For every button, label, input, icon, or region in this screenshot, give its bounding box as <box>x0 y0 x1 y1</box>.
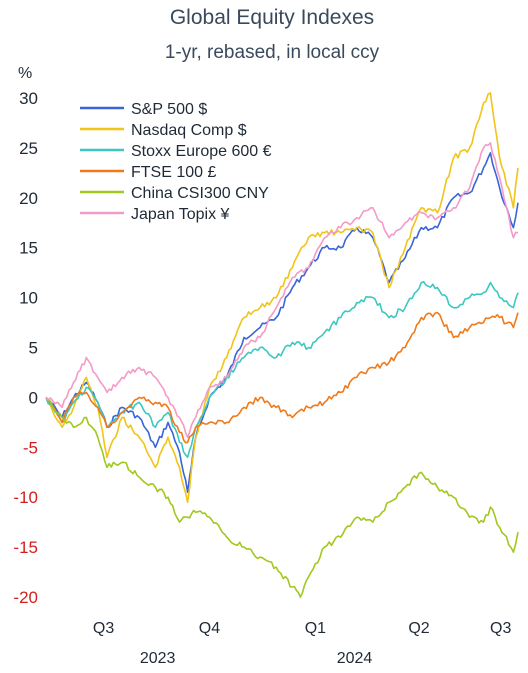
x-tick-label: Q1 <box>305 620 326 637</box>
y-tick-label: 5 <box>29 339 38 358</box>
legend: S&P 500 $ Nasdaq Comp $ Stoxx Europe 600 €… <box>80 101 272 223</box>
x-year-label: 2023 <box>140 650 176 667</box>
series-line <box>45 152 519 493</box>
y-axis-unit: % <box>18 65 32 82</box>
y-tick-label: -5 <box>23 438 38 457</box>
chart-title: Global Equity Indexes <box>170 6 374 29</box>
y-axis: 30 25 20 15 10 5 0 -5 -10 -15 -20 <box>13 89 38 607</box>
legend-label: FTSE 100 £ <box>131 164 216 181</box>
y-tick-label: -15 <box>13 538 38 557</box>
x-tick-label: Q2 <box>408 620 429 637</box>
y-tick-label: -10 <box>13 488 38 507</box>
y-tick-label: 0 <box>29 388 38 407</box>
y-tick-label: 10 <box>19 289 38 308</box>
plot-area <box>45 92 519 598</box>
x-year-label: 2024 <box>337 650 373 667</box>
legend-label: China CSI300 CNY <box>131 185 269 202</box>
chart-subtitle: 1-yr, rebased, in local ccy <box>165 42 380 63</box>
legend-label: Japan Topix ¥ <box>131 206 230 223</box>
series-line <box>45 396 519 598</box>
series-line <box>45 92 519 503</box>
y-tick-label: 15 <box>19 239 38 258</box>
series-line <box>45 142 519 439</box>
y-tick-label: -20 <box>13 588 38 607</box>
x-tick-label: Q4 <box>199 620 220 637</box>
x-tick-label: Q3 <box>93 620 114 637</box>
legend-label: Nasdaq Comp $ <box>131 122 247 139</box>
series-line <box>45 280 519 459</box>
x-axis: Q3 Q4 Q1 Q2 Q3 2023 2024 <box>93 620 512 667</box>
y-tick-label: 25 <box>19 139 38 158</box>
y-tick-label: 20 <box>19 189 38 208</box>
series-line <box>45 311 519 444</box>
legend-label: Stoxx Europe 600 € <box>131 143 272 160</box>
x-tick-label: Q3 <box>490 620 511 637</box>
legend-label: S&P 500 $ <box>131 101 207 118</box>
y-tick-label: 30 <box>19 89 38 108</box>
